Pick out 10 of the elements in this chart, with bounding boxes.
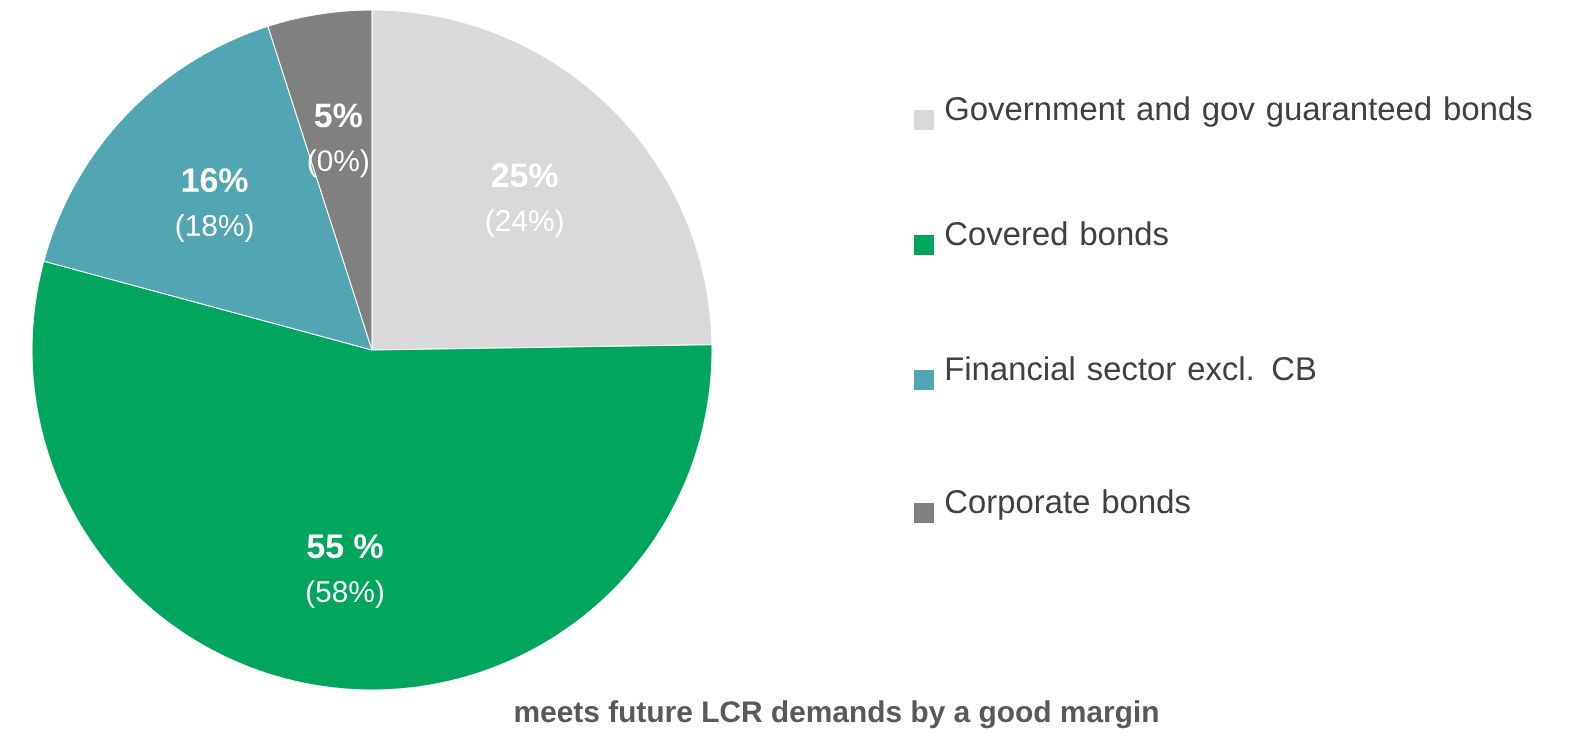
legend-label: Covered bonds: [945, 221, 1168, 246]
legend-label: Corporate bonds: [945, 489, 1190, 520]
text: meets future LCR demands by a good margin: [515, 700, 1158, 729]
text: (18%): [176, 214, 253, 242]
legend-label: Financial sector excl. CB: [946, 356, 1316, 381]
text: (58%): [307, 580, 383, 609]
data-label: 55 %: [307, 534, 383, 559]
legend-label: Government and gov guaranteed bonds: [945, 96, 1532, 127]
data-label: 5%: [314, 103, 362, 128]
data-label: 16%: [182, 168, 248, 193]
